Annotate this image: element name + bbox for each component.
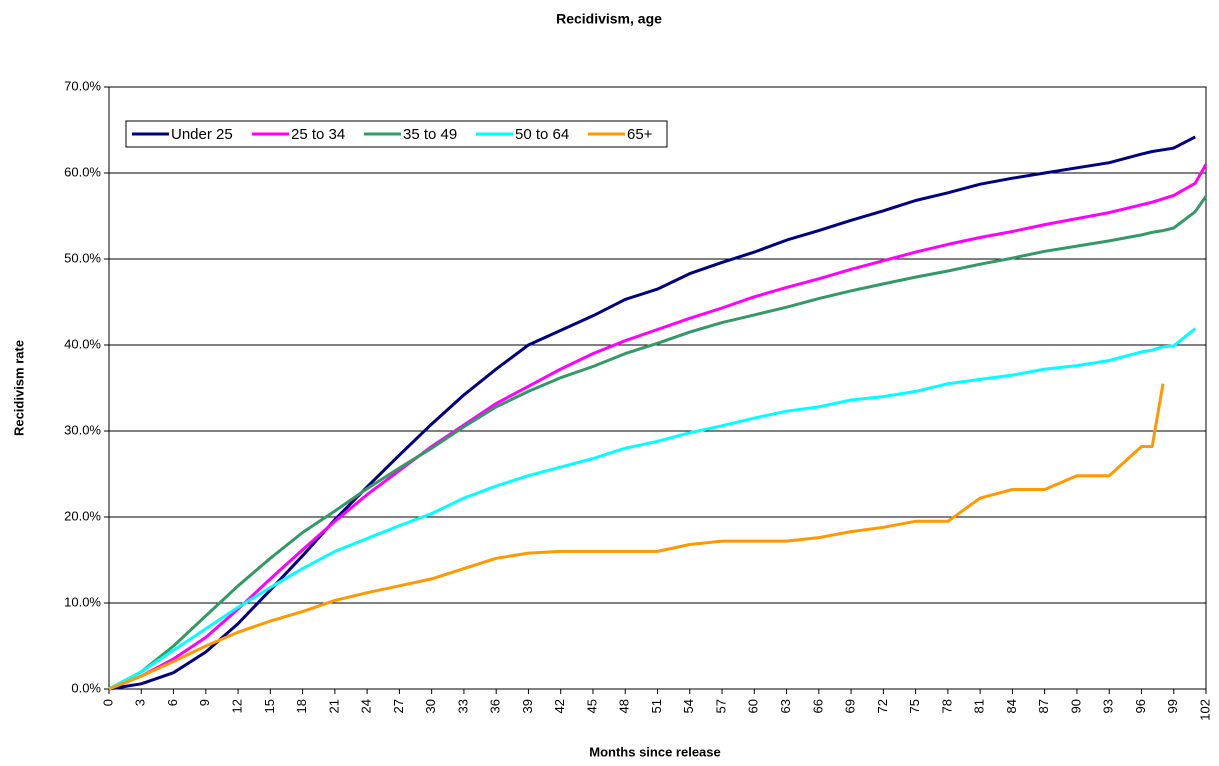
y-tick-label: 40.0% [64, 336, 101, 351]
legend: Under 25 25 to 34 35 to 49 50 to 64 65+ [125, 120, 668, 148]
legend-label: Under 25 [171, 126, 233, 143]
x-tick-label: 78 [939, 699, 954, 713]
x-tick-label: 90 [1068, 699, 1083, 713]
y-tick-label: 20.0% [64, 508, 101, 523]
y-tick-label: 10.0% [64, 594, 101, 609]
x-tick-label: 6 [165, 699, 180, 706]
x-tick-label: 72 [875, 699, 890, 713]
line [108, 327, 1197, 691]
x-tick-label: 30 [423, 699, 438, 713]
plot-border [108, 86, 1207, 690]
x-tick-label: 75 [907, 699, 922, 713]
legend-label: 35 to 49 [403, 126, 457, 143]
x-tick-label: 39 [520, 699, 535, 713]
x-tick-label: 12 [229, 699, 244, 713]
y-tick-label: 60.0% [64, 164, 101, 179]
x-tick-label: 45 [584, 699, 599, 713]
line [108, 135, 1196, 691]
line [108, 195, 1208, 691]
x-tick-label: 36 [488, 699, 503, 713]
x-tick-label: 57 [713, 699, 728, 713]
y-tick-label: 50.0% [64, 250, 101, 265]
line [108, 383, 1165, 691]
legend-label: 50 to 64 [515, 126, 569, 143]
x-tick-label: 33 [455, 699, 470, 713]
x-tick-label: 81 [972, 699, 987, 713]
y-tick-label: 70.0% [64, 78, 101, 93]
x-tick-label: 27 [391, 699, 406, 713]
x-tick-label: 93 [1101, 699, 1116, 713]
y-tick-label: 0.0% [71, 680, 101, 695]
x-axis-label: Months since release [589, 744, 721, 759]
x-tick-label: 63 [778, 699, 793, 713]
chart-title: Recidivism, age [556, 11, 662, 27]
x-tick-label: 0 [100, 699, 115, 706]
x-tick-label: 9 [197, 699, 212, 706]
x-tick-label: 99 [1165, 699, 1180, 713]
x-tick-label: 48 [617, 699, 632, 713]
x-tick-label: 87 [1036, 699, 1051, 713]
legend-label: 25 to 34 [291, 126, 345, 143]
x-tick-label: 18 [294, 699, 309, 713]
x-tick-label: 42 [552, 699, 567, 713]
x-tick-label: 66 [810, 699, 825, 713]
x-tick-label: 102 [1197, 699, 1212, 721]
legend-label: 65+ [627, 126, 653, 143]
x-tick-label: 54 [681, 699, 696, 713]
x-tick-label: 96 [1133, 699, 1148, 713]
x-tick-label: 15 [262, 699, 277, 713]
line [108, 163, 1208, 691]
y-axis-label: Recidivism rate [11, 340, 26, 436]
x-tick-label: 3 [133, 699, 148, 706]
x-tick-label: 21 [326, 699, 341, 713]
x-tick-label: 60 [746, 699, 761, 713]
x-tick-label: 84 [1004, 699, 1019, 713]
x-tick-label: 24 [359, 699, 374, 713]
x-tick-label: 51 [649, 699, 664, 713]
x-tick-label: 69 [843, 699, 858, 713]
y-tick-label: 30.0% [64, 422, 101, 437]
